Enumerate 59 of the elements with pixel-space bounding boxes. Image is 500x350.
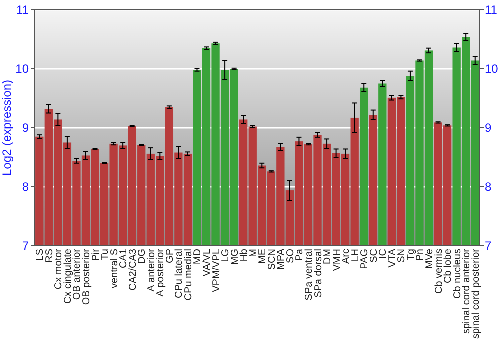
x-tick-label: SO <box>285 248 296 264</box>
y2-tick-label: 11 <box>485 3 498 18</box>
x-tick-label: Pn <box>415 249 426 262</box>
x-tick-label: GP <box>164 248 176 264</box>
x-tick-label: ventral S <box>109 248 120 288</box>
x-tick-label: VA/VL <box>202 248 214 277</box>
x-tick-label: Hb <box>239 248 250 262</box>
x-tick-label: SPa dorsal <box>313 249 324 298</box>
x-tick-label: Cb vermis <box>434 249 445 294</box>
x-tick-label: MD <box>192 249 204 265</box>
x-tick-label: OB anterior <box>72 248 84 300</box>
x-tick-label: Cx motor <box>54 248 65 290</box>
x-tick-label: Arc <box>341 249 352 264</box>
x-tick-label: A posterior <box>156 248 167 297</box>
x-tick-label: Tg <box>406 249 417 261</box>
x-tick-label: VMH <box>332 249 343 272</box>
x-tick-label: SCN <box>266 249 278 270</box>
x-tick-label: IC <box>378 249 390 259</box>
y-tick-label: 10 <box>16 62 30 76</box>
x-tick-label: Pa <box>294 248 306 262</box>
x-tick-label: RS <box>44 248 56 263</box>
x-tick-label: Pir <box>90 248 102 262</box>
x-tick-label: PAG <box>360 248 371 270</box>
x-tick-label: OB posterior <box>81 248 92 306</box>
x-tick-label: MPA <box>276 248 288 270</box>
y-tick-label: 9 <box>22 121 30 136</box>
x-tick-label: Cx cingulate <box>62 248 74 304</box>
x-tick-label: CPu lateral <box>174 249 186 298</box>
x-tick-label: Cb nucleus <box>452 249 464 300</box>
x-tick-label: MVe <box>424 248 436 270</box>
y-tick-label: 7 <box>22 239 30 254</box>
x-tick-label: LG <box>220 248 232 262</box>
y2-tick-label: 7 <box>485 239 492 254</box>
x-tick-label: DM <box>322 249 334 265</box>
x-tick-label: ME <box>258 248 269 264</box>
x-tick-label: CA1 <box>118 248 130 268</box>
x-tick-label: M <box>248 249 260 258</box>
x-tick-label: VPM/VPL <box>211 248 222 292</box>
x-tick-label: SN <box>396 249 408 263</box>
x-tick-label: spinal cord posterior <box>470 248 482 340</box>
y-tick-label: 11 <box>16 3 30 18</box>
x-tick-label: SPa ventral <box>304 249 315 301</box>
x-tick-label: MG <box>230 248 241 266</box>
x-tick-label: LS <box>35 248 46 262</box>
x-tick-label: Tu <box>100 249 112 260</box>
y2-tick-label: 9 <box>485 121 492 136</box>
x-tick-label: DG <box>137 248 148 264</box>
x-tick-label: CPu medial <box>183 249 194 301</box>
y-axis-title: Log2 (expression) <box>0 80 14 176</box>
x-tick-label: spinal cord anterior <box>462 248 473 334</box>
x-tick-label: LH <box>350 249 362 262</box>
x-tick-label: A anterior <box>146 248 158 292</box>
x-tick-label: SC <box>368 249 380 263</box>
x-tick-label: CA2/CA3 <box>128 248 139 291</box>
y2-tick-label: 10 <box>485 62 499 76</box>
y2-tick-label: 8 <box>485 180 492 194</box>
x-tick-label: VTA <box>387 248 398 268</box>
x-tick-label: Cb lobe <box>443 248 454 284</box>
y-tick-label: 8 <box>22 180 30 194</box>
